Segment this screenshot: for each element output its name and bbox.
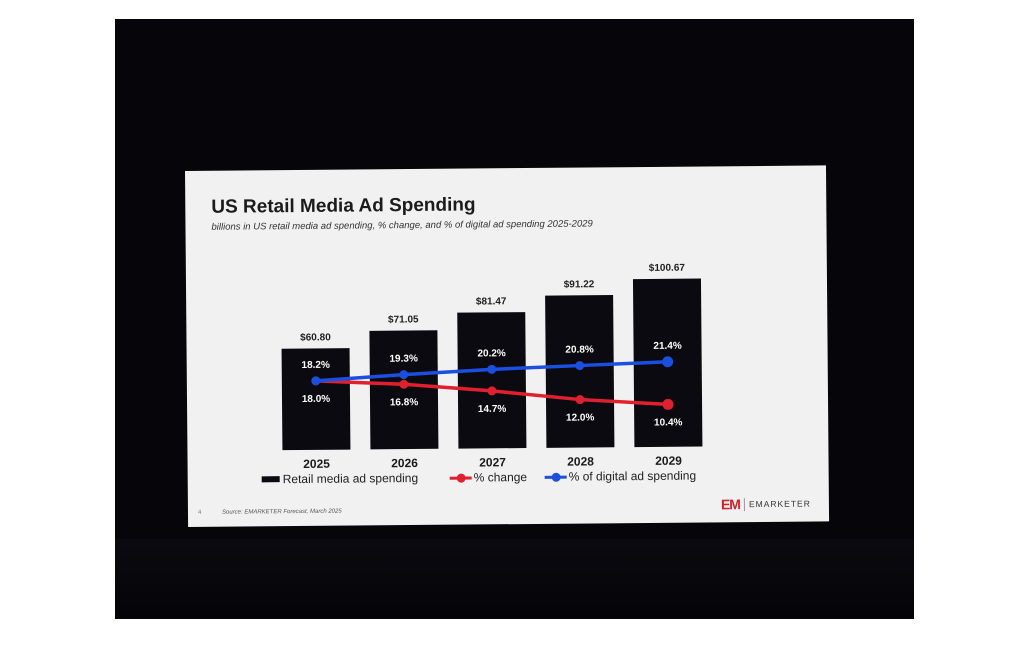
change-data-label: 12.0% (566, 412, 595, 423)
digital-data-label: 21.4% (653, 341, 682, 352)
bar-value-label: $81.47 (476, 296, 507, 307)
photo-backdrop: US Retail Media Ad Spending billions in … (115, 19, 914, 619)
logo-divider (743, 497, 745, 511)
digital-point (399, 370, 409, 380)
change-data-label: 10.4% (654, 417, 683, 428)
legend-line-swatch (544, 472, 567, 482)
bar-2026 (369, 330, 439, 450)
bar-2025 (281, 348, 351, 451)
x-tick-label: 2027 (479, 455, 506, 469)
x-tick-label: 2028 (567, 454, 594, 468)
digital-data-label: 20.8% (565, 344, 594, 355)
legend-item-bars: Retail media ad spending (261, 470, 419, 487)
digital-point (311, 376, 321, 386)
bar-2027 (457, 312, 527, 449)
bar-value-label: $71.05 (388, 314, 419, 325)
legend-label: % of digital ad spending (568, 468, 697, 484)
digital-data-label: 20.2% (477, 348, 506, 359)
bar-2028 (545, 295, 615, 448)
x-tick-label: 2026 (391, 456, 418, 470)
legend-label: % change (473, 470, 528, 485)
digital-data-label: 19.3% (389, 353, 418, 364)
emarketer-logo: EM EMARKETER (720, 496, 811, 513)
bar-value-label: $91.22 (564, 279, 595, 290)
digital-point (662, 356, 674, 368)
presentation-slide: US Retail Media Ad Spending billions in … (185, 165, 830, 527)
x-tick-label: 2025 (303, 457, 330, 471)
legend-bar-swatch (261, 476, 280, 483)
change-point (575, 395, 585, 405)
change-data-label: 14.7% (478, 404, 507, 415)
bar-value-label: $60.80 (300, 332, 331, 343)
digital-point (487, 364, 497, 374)
legend-item-change: % change (449, 470, 528, 485)
legend-line-swatch (449, 473, 472, 483)
chart-area: $60.80 2025 $71.05 2026 $81.47 2027 $91.22 2028… (281, 263, 703, 471)
logo-mark: EM (720, 496, 740, 513)
legend-label: Retail media ad spending (282, 470, 419, 487)
page-number: 4 (197, 509, 202, 516)
logo-text: EMARKETER (748, 498, 811, 510)
change-point (487, 386, 497, 396)
stage-shadow (115, 539, 914, 619)
change-point (662, 398, 674, 410)
source-note: Source: EMARKETER Forecast, March 2025 (221, 508, 342, 516)
digital-data-label: 18.2% (301, 360, 330, 371)
legend-item-digital: % of digital ad spending (544, 468, 697, 484)
change-point (399, 379, 409, 389)
x-tick-label: 2029 (655, 454, 682, 468)
change-data-label: 18.0% (302, 394, 331, 405)
change-data-label: 16.8% (390, 397, 419, 408)
bar-value-label: $100.67 (649, 263, 686, 274)
digital-point (575, 361, 585, 371)
